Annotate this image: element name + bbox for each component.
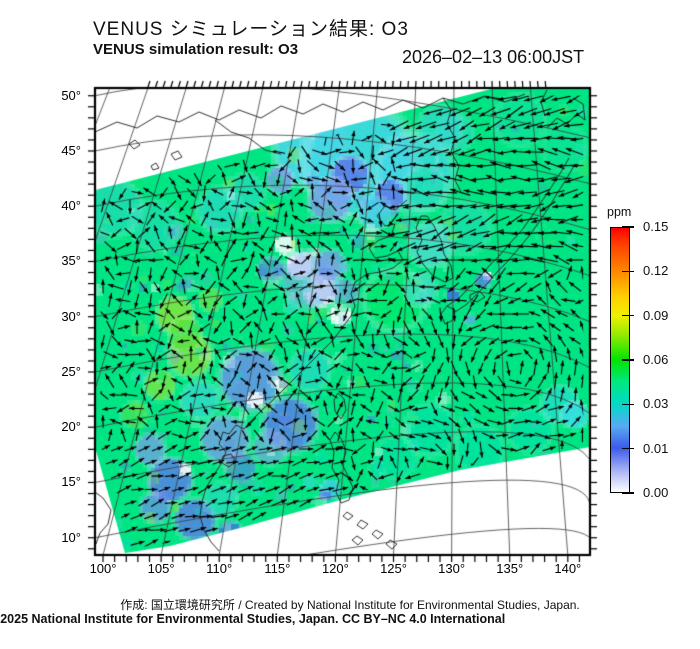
copyright-line: ©2025 National Institute for Environment… [0,612,506,626]
lon-tick-label: 135° [496,561,524,576]
lon-tick-label: 140° [554,561,582,576]
lon-tick-label: 120° [321,561,349,576]
colorbar: ppm 0.15 0.12 0.09 0.06 0.03 0.01 0.00 [607,205,700,500]
colorbar-tick [622,270,634,273]
timestamp-label: 2026–02–13 06:00JST [402,47,585,67]
lat-tick-label: 50° [61,87,81,103]
page-title-japanese: VENUS シミュレーション結果: O3 [93,19,409,40]
colorbar-tick [622,403,634,406]
lat-tick-label: 30° [61,308,81,324]
lat-tick-label: 45° [61,142,81,158]
colorbar-tick [622,492,634,494]
page-title-english: VENUS simulation result: O3 [93,41,299,58]
colorbar-tick-label: 0.03 [643,396,669,412]
lat-tick-label: 20° [61,419,81,435]
colorbar-tick [622,359,634,361]
colorbar-tick-label: 0.00 [643,485,669,500]
lon-tick-label: 115° [264,561,291,576]
lon-tick-label: 130° [438,561,466,576]
lat-tick-label: 35° [61,253,81,269]
colorbar-tick-label: 0.15 [643,219,669,234]
map-plot-canvas [87,80,603,572]
lon-tick-label: 125° [380,561,407,576]
lon-tick-label: 105° [147,561,175,576]
colorbar-tick-label: 0.12 [643,263,669,279]
colorbar-tick [622,447,634,450]
lat-tick-label: 40° [61,198,81,214]
colorbar-tick-label: 0.09 [643,307,669,323]
colorbar-unit-label: ppm [607,205,632,219]
lon-tick-label: 110° [206,561,233,576]
colorbar-tick-label: 0.01 [643,440,669,456]
colorbar-tick [622,226,634,228]
lat-tick-label: 10° [61,529,81,545]
lat-tick-label: 15° [61,474,81,490]
credit-line: 作成: 国立環境研究所 / Created by National Instit… [120,598,580,612]
colorbar-tick-label: 0.06 [643,352,669,367]
lat-tick-label: 25° [61,363,81,379]
lon-tick-label: 100° [89,561,117,576]
colorbar-tick [622,314,634,317]
